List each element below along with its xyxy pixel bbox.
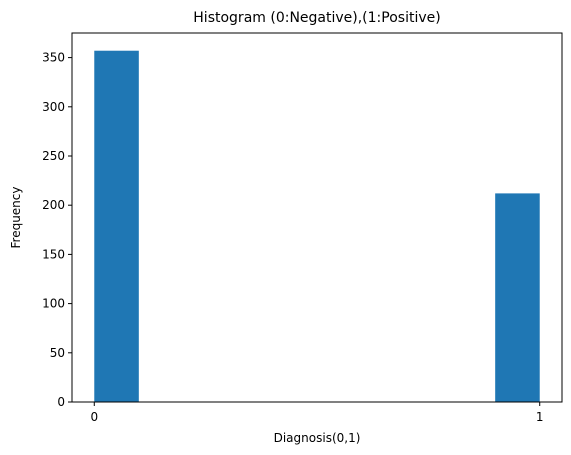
y-axis: 0 50 100 150 200 250 300 350	[42, 51, 72, 409]
y-axis-label: Frequency	[9, 187, 23, 249]
chart-title: Histogram (0:Negative),(1:Positive)	[193, 10, 440, 26]
bar-1	[495, 193, 540, 402]
x-axis-label: Diagnosis(0,1)	[274, 431, 361, 445]
y-tick-label: 200	[42, 198, 65, 212]
y-tick-label: 50	[50, 346, 65, 360]
y-tick-label: 100	[42, 297, 65, 311]
y-tick-label: 150	[42, 247, 65, 261]
y-tick-label: 300	[42, 100, 65, 114]
x-tick-label: 1	[536, 410, 544, 424]
bar-0	[94, 50, 139, 402]
bars	[94, 50, 540, 402]
x-tick-label: 0	[90, 410, 98, 424]
plot-frame	[71, 32, 563, 403]
y-tick-label: 250	[42, 149, 65, 163]
y-tick-label: 0	[57, 395, 65, 409]
y-tick-label: 350	[42, 51, 65, 65]
